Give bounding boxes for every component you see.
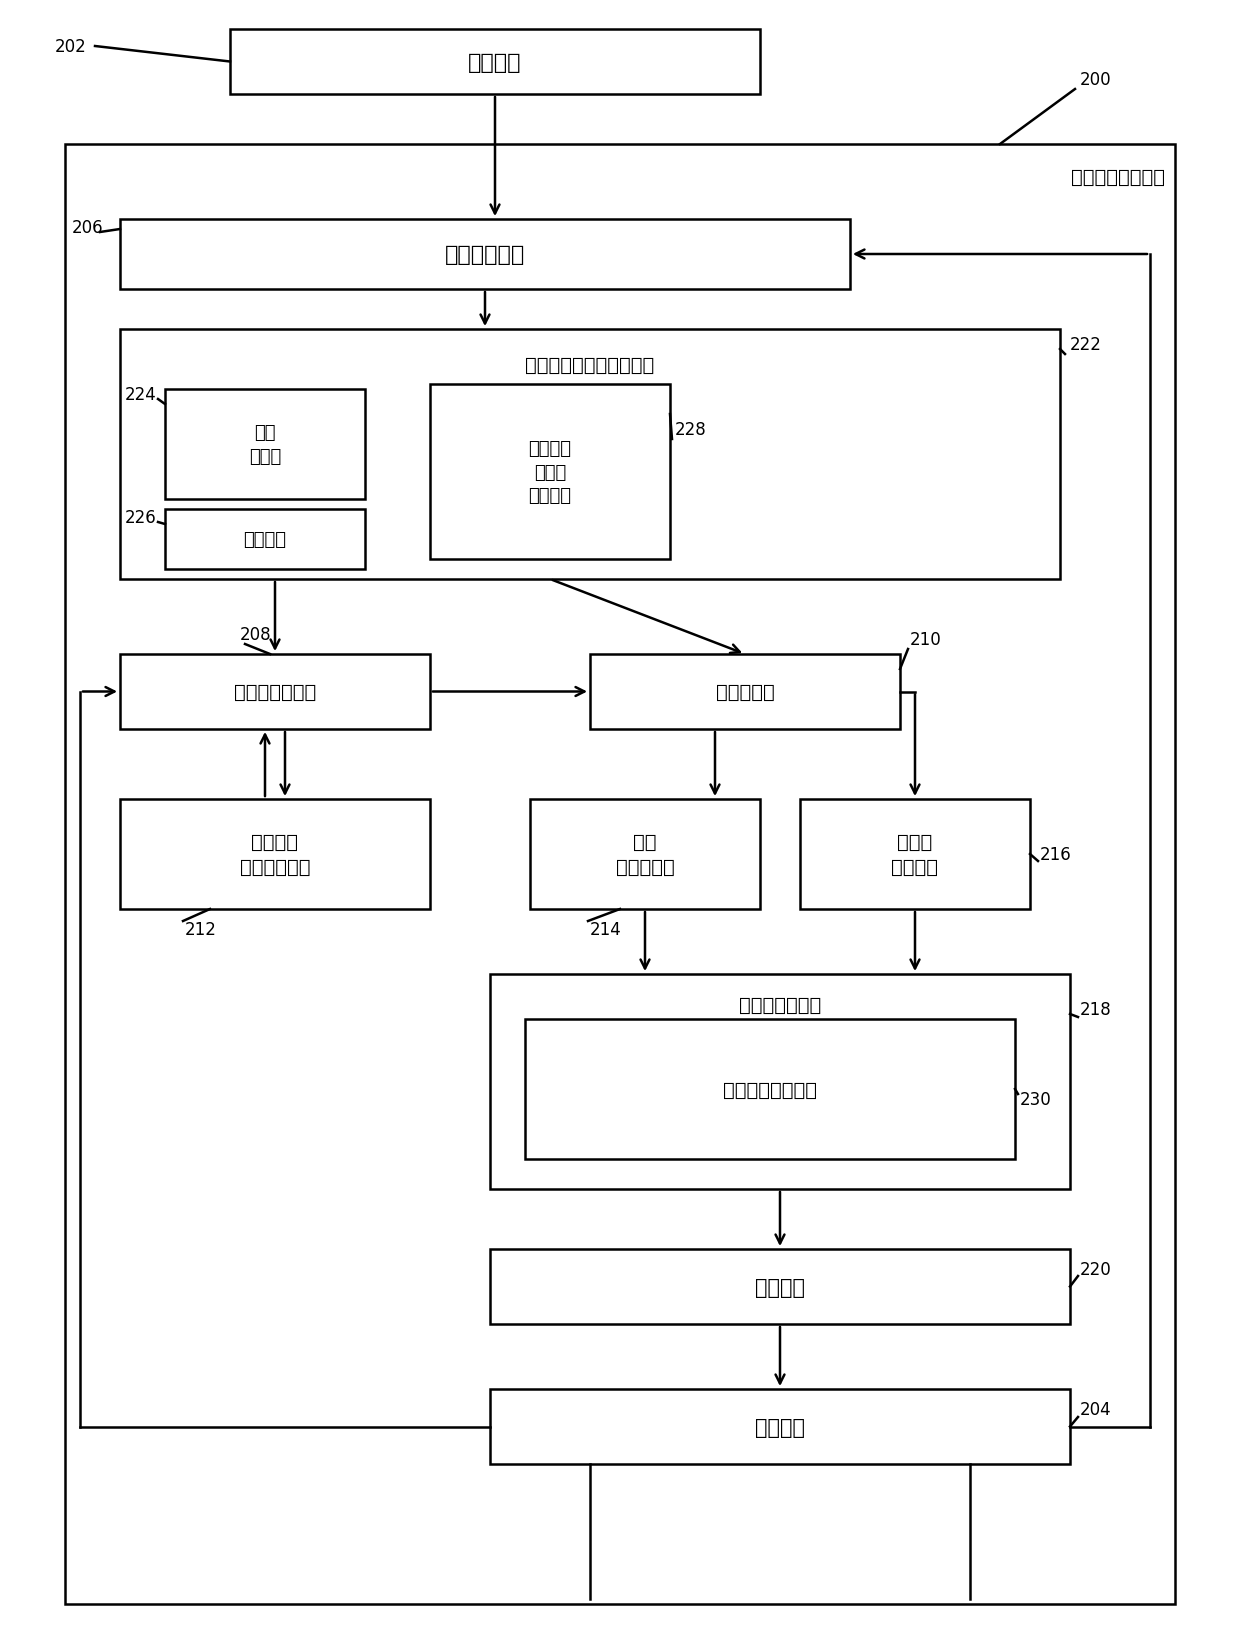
Text: 选择
的领域: 选择 的领域	[249, 424, 281, 465]
Bar	[430, 384, 670, 560]
Text: 优化引擎: 优化引擎	[755, 1277, 805, 1297]
Text: 220: 220	[1080, 1261, 1112, 1279]
Text: 218: 218	[1080, 1000, 1112, 1018]
Text: 210: 210	[910, 631, 941, 649]
Text: 222: 222	[1070, 336, 1102, 354]
Text: 230: 230	[1021, 1091, 1052, 1109]
Text: 200: 200	[1080, 71, 1111, 89]
Text: 202: 202	[55, 38, 87, 56]
Bar	[529, 799, 760, 910]
Text: 216: 216	[1040, 845, 1071, 864]
Text: 操作人员
提供的
历史数据: 操作人员 提供的 历史数据	[528, 440, 572, 504]
Text: 当前数据: 当前数据	[243, 531, 286, 549]
Bar	[590, 654, 900, 730]
Text: 目标函数产生器: 目标函数产生器	[739, 995, 821, 1014]
Text: 操作人员: 操作人员	[469, 53, 522, 73]
Text: 212: 212	[185, 921, 217, 938]
Text: 历史模型数据库: 历史模型数据库	[234, 682, 316, 702]
Text: 解决方案: 解决方案	[755, 1417, 805, 1437]
Text: 无监督模型: 无监督模型	[715, 682, 774, 702]
Text: 深度学习神经网络: 深度学习神经网络	[723, 1079, 817, 1099]
Text: 228: 228	[675, 420, 707, 438]
Bar	[490, 974, 1070, 1190]
Text: 操作人员接口: 操作人员接口	[445, 246, 525, 265]
Text: 非线性
约束模型: 非线性 约束模型	[892, 832, 939, 877]
Bar	[800, 799, 1030, 910]
Bar	[165, 509, 365, 570]
Bar	[64, 145, 1176, 1604]
Bar	[120, 799, 430, 910]
Bar	[165, 391, 365, 499]
Text: 214: 214	[590, 921, 621, 938]
Text: 根本原因
分析方法集合: 根本原因 分析方法集合	[239, 832, 310, 877]
Text: 线性
复杂性模型: 线性 复杂性模型	[615, 832, 675, 877]
Text: 208: 208	[241, 626, 272, 644]
Text: 204: 204	[1080, 1401, 1111, 1419]
Bar	[490, 1249, 1070, 1325]
Text: 根本原因分析系统: 根本原因分析系统	[1071, 168, 1166, 186]
Text: 操作人员提供的问题信息: 操作人员提供的问题信息	[526, 356, 655, 374]
Text: 226: 226	[125, 509, 156, 527]
Bar	[120, 330, 1060, 580]
Bar	[229, 30, 760, 96]
Text: 206: 206	[72, 219, 104, 237]
Text: 224: 224	[125, 386, 156, 404]
Bar	[120, 654, 430, 730]
Bar	[490, 1389, 1070, 1463]
Bar	[525, 1020, 1016, 1159]
Bar	[120, 219, 849, 290]
